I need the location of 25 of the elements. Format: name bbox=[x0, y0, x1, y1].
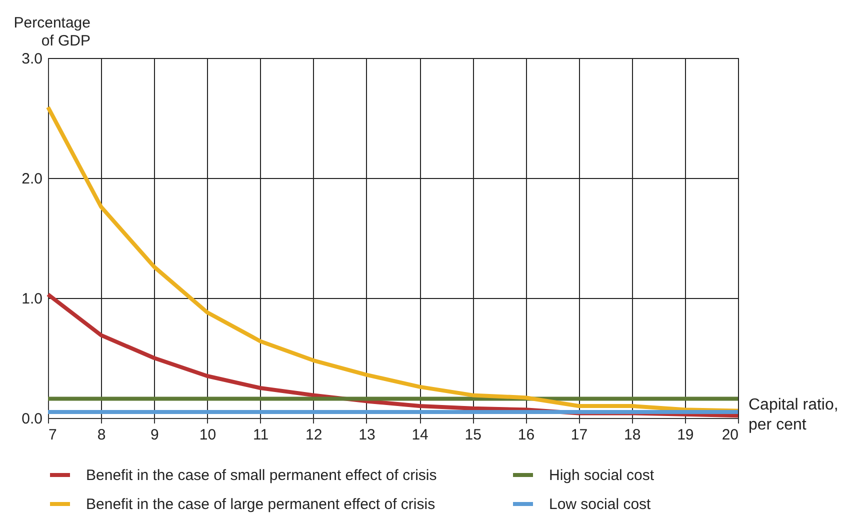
x-tick-label: 10 bbox=[199, 426, 216, 444]
x-tick-label: 7 bbox=[48, 426, 57, 444]
line-series bbox=[46, 105, 740, 413]
x-tick-label: 20 bbox=[722, 426, 738, 444]
x-tick-label: 13 bbox=[358, 426, 376, 444]
x-axis-title: Capital ratio, per cent bbox=[748, 396, 838, 434]
x-tick-label: 15 bbox=[464, 426, 482, 444]
y-tick-label: 2.0 bbox=[22, 170, 42, 188]
legend-label: Low social cost bbox=[549, 496, 652, 513]
y-axis-title: Percentage of GDP bbox=[14, 14, 90, 50]
x-tick-label: 11 bbox=[253, 426, 269, 444]
y-tick-label: 3.0 bbox=[22, 50, 42, 68]
x-tick-label: 18 bbox=[624, 426, 641, 444]
x-tick-label: 16 bbox=[518, 426, 535, 444]
legend-label: High social cost bbox=[549, 467, 655, 484]
x-tick-label: 12 bbox=[306, 426, 322, 444]
legend-label: Benefit in the case of large permanent effect of crisis bbox=[86, 496, 436, 513]
y-tick-label: 1.0 bbox=[22, 290, 42, 308]
x-tick-label: 9 bbox=[150, 426, 159, 444]
legend-label: Benefit in the case of small permanent effect of crisis bbox=[86, 467, 437, 484]
x-tick-label: 17 bbox=[570, 426, 588, 444]
x-tick-label: 14 bbox=[412, 426, 428, 444]
x-tick-label: 19 bbox=[677, 426, 694, 444]
y-tick-label: 0.0 bbox=[22, 410, 42, 428]
x-tick-label: 8 bbox=[97, 426, 106, 444]
